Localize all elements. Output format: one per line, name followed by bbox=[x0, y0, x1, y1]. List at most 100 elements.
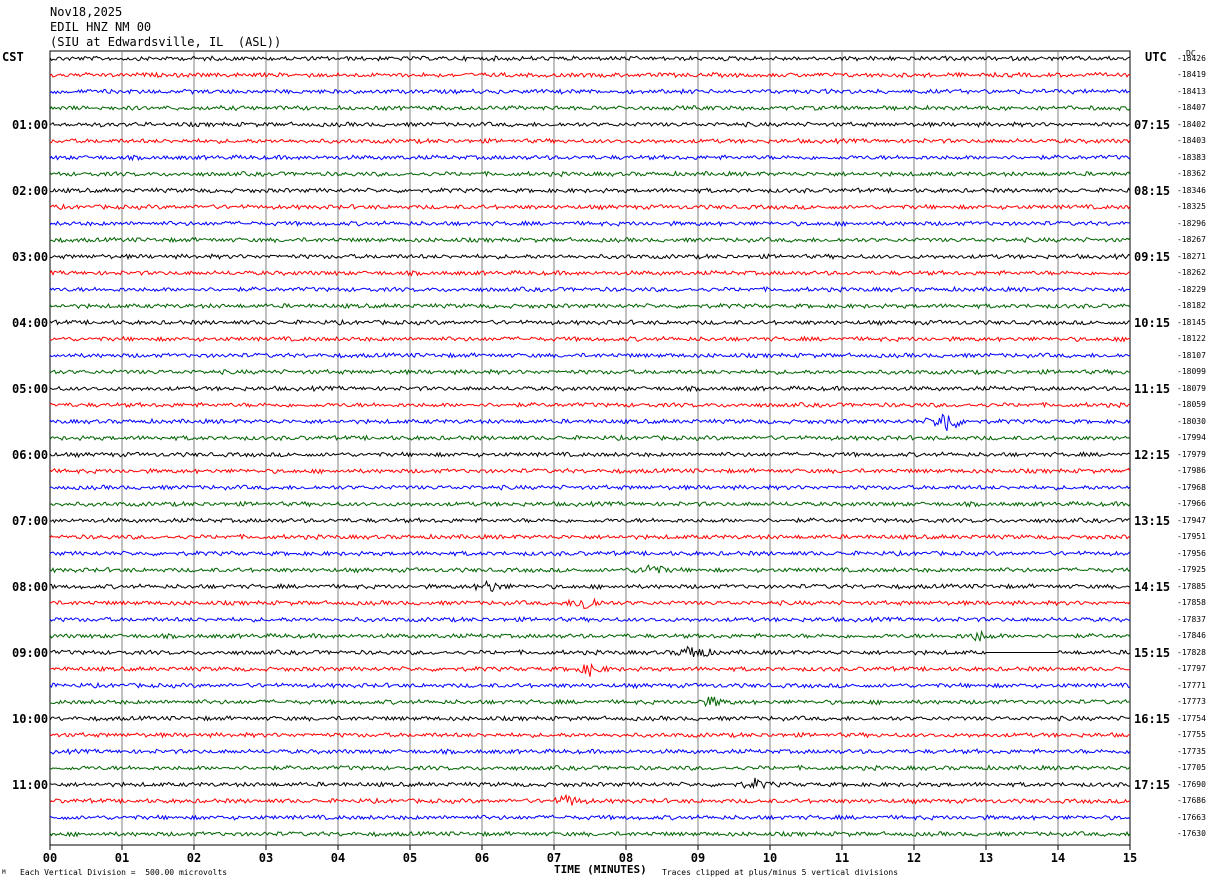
dc-offset-label: -17858 bbox=[1177, 598, 1206, 607]
left-hour-label: 10:00 bbox=[12, 711, 49, 726]
seismic-trace bbox=[49, 203, 1131, 211]
seismic-trace bbox=[49, 186, 1131, 194]
dc-offset-label: -17755 bbox=[1177, 730, 1206, 739]
dc-offset-label: -18262 bbox=[1177, 268, 1206, 277]
right-hour-label: 09:15 bbox=[1134, 249, 1171, 264]
left-hour-label: 08:00 bbox=[12, 579, 49, 594]
dc-offset-header: DC bbox=[1186, 49, 1196, 58]
right-hour-label: 08:15 bbox=[1134, 183, 1171, 198]
dc-offset-label: -18229 bbox=[1177, 284, 1206, 294]
seismic-trace bbox=[49, 467, 1131, 475]
right-timezone-label: UTC bbox=[1145, 50, 1167, 64]
seismic-trace bbox=[49, 615, 1131, 624]
seismic-trace bbox=[49, 384, 1131, 393]
x-tick-label: 00 bbox=[43, 851, 57, 865]
dc-offset-label: -17966 bbox=[1177, 499, 1206, 508]
x-tick-label: 11 bbox=[835, 851, 849, 865]
seismic-trace bbox=[49, 252, 1131, 261]
dc-offset-label: -18402 bbox=[1177, 119, 1206, 129]
x-axis-title: TIME (MINUTES) bbox=[554, 863, 647, 876]
left-hour-label: 11:00 bbox=[12, 777, 49, 792]
left-hour-label: 03:00 bbox=[12, 249, 49, 264]
dc-offset-label: -17754 bbox=[1177, 713, 1206, 723]
x-tick-label: 03 bbox=[259, 851, 273, 865]
dc-offset-label: -18426 bbox=[1177, 53, 1206, 63]
dc-offset-label: -18419 bbox=[1177, 70, 1206, 79]
seismic-trace bbox=[50, 597, 1131, 610]
dc-offset-label: -17956 bbox=[1177, 548, 1206, 558]
seismic-trace bbox=[49, 54, 1131, 63]
x-tick-label: 04 bbox=[331, 851, 345, 865]
seismic-trace bbox=[49, 777, 1131, 790]
seismic-trace bbox=[49, 318, 1131, 327]
left-hour-label: 07:00 bbox=[12, 513, 49, 528]
seismic-trace bbox=[49, 352, 1131, 359]
seismic-trace bbox=[49, 533, 1131, 541]
right-hour-label: 17:15 bbox=[1134, 777, 1171, 792]
dc-offset-label: -18271 bbox=[1177, 251, 1206, 261]
dc-offset-label: -17797 bbox=[1177, 664, 1206, 673]
dc-offset-label: -17986 bbox=[1177, 466, 1206, 475]
seismic-trace bbox=[49, 645, 1131, 658]
x-tick-label: 02 bbox=[187, 851, 201, 865]
dc-offset-label: -18413 bbox=[1177, 86, 1206, 96]
seismic-trace bbox=[49, 681, 1131, 690]
dc-offset-label: -18362 bbox=[1177, 169, 1206, 178]
dc-offset-label: -18407 bbox=[1177, 103, 1206, 112]
seismic-trace bbox=[49, 401, 1131, 409]
dc-offset-label: -18030 bbox=[1177, 416, 1206, 426]
left-hour-label: 05:00 bbox=[12, 381, 49, 396]
seismic-trace bbox=[49, 302, 1131, 310]
plot-date: Nov18,2025 bbox=[50, 5, 123, 19]
plot-frame bbox=[49, 50, 1131, 846]
seismic-trace bbox=[49, 662, 1131, 677]
x-tick-label: 14 bbox=[1051, 851, 1065, 865]
right-hour-label: 14:15 bbox=[1134, 579, 1171, 594]
dc-offset-label: -18059 bbox=[1177, 400, 1206, 409]
seismic-trace bbox=[49, 170, 1131, 178]
right-hour-label: 16:15 bbox=[1134, 711, 1171, 726]
corner-mark: M bbox=[2, 869, 6, 876]
dc-offset-label: -18122 bbox=[1177, 334, 1206, 343]
dc-offset-label: -17690 bbox=[1177, 779, 1206, 789]
x-tick-label: 05 bbox=[403, 851, 417, 865]
dc-offset-label: -17773 bbox=[1177, 697, 1206, 706]
dc-offset-label: -17846 bbox=[1177, 631, 1206, 640]
x-tick-label: 06 bbox=[475, 851, 489, 865]
dc-offset-label: -17951 bbox=[1177, 532, 1206, 541]
x-tick-label: 01 bbox=[115, 851, 129, 865]
left-hour-label: 01:00 bbox=[12, 117, 49, 132]
seismic-trace bbox=[49, 285, 1131, 293]
x-tick-label: 10 bbox=[763, 851, 777, 865]
seismic-trace bbox=[49, 731, 1131, 739]
seismic-trace bbox=[49, 219, 1131, 227]
dc-offset-label: -18346 bbox=[1177, 185, 1206, 195]
right-hour-label: 13:15 bbox=[1134, 513, 1171, 528]
dc-offset-label: -18107 bbox=[1177, 350, 1206, 360]
dc-offset-label: -18182 bbox=[1177, 301, 1206, 310]
seismic-trace bbox=[49, 813, 1131, 821]
seismic-trace bbox=[49, 87, 1131, 95]
seismic-trace bbox=[49, 793, 1131, 806]
left-hour-label: 09:00 bbox=[12, 645, 49, 660]
dc-offset-label: -18403 bbox=[1177, 136, 1206, 145]
right-hour-label: 10:15 bbox=[1134, 315, 1171, 330]
x-tick-label: 07 bbox=[547, 851, 561, 865]
seismic-trace bbox=[49, 764, 1131, 772]
station-location: (SIU at Edwardsville, IL (ASL)) bbox=[50, 35, 282, 49]
seismic-trace bbox=[49, 500, 1131, 508]
x-tick-label: 13 bbox=[979, 851, 993, 865]
x-tick-label: 08 bbox=[619, 851, 633, 865]
dc-offset-label: -17885 bbox=[1177, 581, 1206, 591]
seismic-trace bbox=[49, 368, 1131, 376]
seismic-trace bbox=[49, 715, 1131, 722]
seismic-trace bbox=[49, 413, 1131, 431]
seismic-trace bbox=[49, 696, 1131, 708]
dc-offset-label: -18296 bbox=[1177, 218, 1206, 228]
right-hour-label: 11:15 bbox=[1134, 381, 1171, 396]
clip-note: Traces clipped at plus/minus 5 vertical … bbox=[662, 868, 899, 877]
dc-offset-label: -18079 bbox=[1177, 383, 1206, 393]
right-hour-label: 12:15 bbox=[1134, 447, 1171, 462]
seismic-trace bbox=[49, 629, 1131, 642]
scale-note: Each Vertical Division = 500.00 microvol… bbox=[20, 868, 228, 877]
